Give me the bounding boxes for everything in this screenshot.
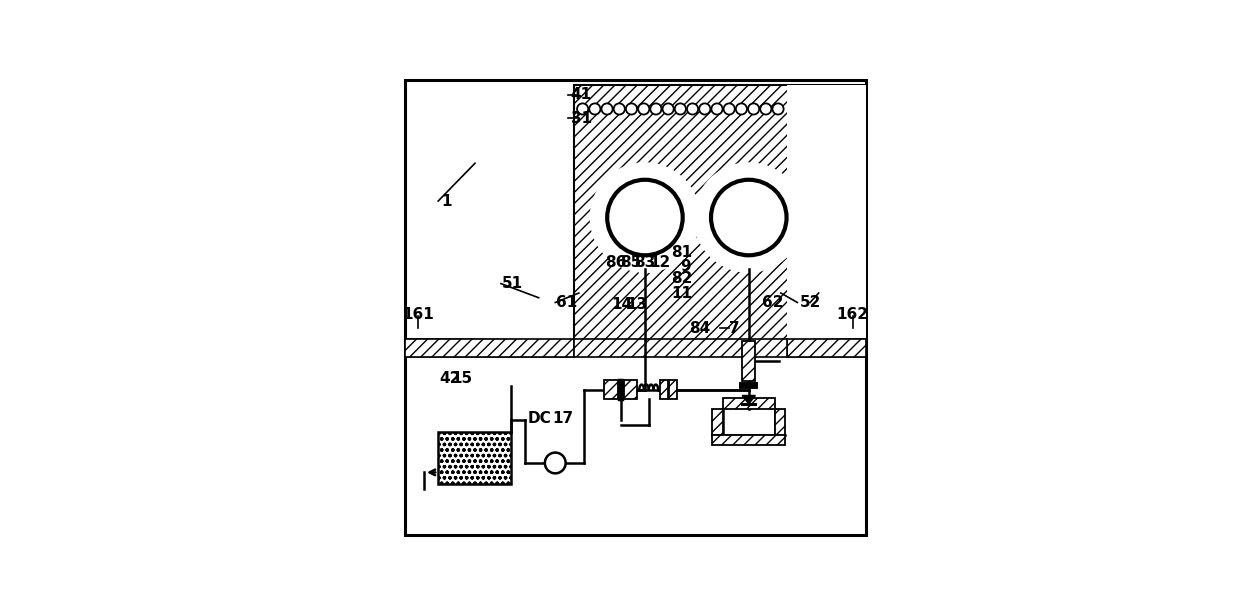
Text: 13: 13 (626, 297, 647, 313)
Text: 12: 12 (650, 255, 671, 270)
Text: 162: 162 (837, 306, 869, 322)
Text: 51: 51 (502, 276, 523, 291)
Bar (624, 380, 637, 399)
Text: 52: 52 (800, 295, 821, 310)
Circle shape (589, 104, 600, 115)
Text: 86: 86 (605, 255, 626, 270)
Text: 1: 1 (441, 194, 451, 208)
Circle shape (639, 104, 650, 115)
Bar (670, 380, 677, 399)
Circle shape (735, 104, 746, 115)
Circle shape (544, 452, 565, 473)
Text: 17: 17 (552, 411, 573, 425)
Bar (775, 409, 785, 435)
Bar (743, 341, 755, 381)
Bar (786, 339, 866, 357)
Text: 42: 42 (440, 370, 461, 386)
Circle shape (712, 104, 723, 115)
Text: 84: 84 (689, 321, 711, 336)
Bar (640, 265, 651, 273)
Circle shape (760, 104, 771, 115)
Text: 81: 81 (671, 245, 692, 261)
Text: DC: DC (527, 411, 551, 425)
Circle shape (687, 104, 698, 115)
Circle shape (675, 104, 686, 115)
Circle shape (662, 104, 673, 115)
Circle shape (748, 104, 759, 115)
Bar (660, 380, 667, 399)
Text: 11: 11 (671, 286, 692, 300)
Circle shape (773, 104, 784, 115)
Circle shape (694, 163, 804, 272)
Text: 161: 161 (403, 306, 434, 322)
Circle shape (577, 104, 588, 115)
Circle shape (626, 104, 637, 115)
Circle shape (614, 104, 625, 115)
Text: 82: 82 (671, 272, 692, 286)
Circle shape (724, 104, 735, 115)
Text: 61: 61 (557, 295, 578, 310)
Text: 14: 14 (611, 297, 632, 313)
Circle shape (601, 104, 613, 115)
Bar (574, 85, 866, 340)
Text: 31: 31 (570, 111, 591, 126)
Bar (713, 409, 723, 435)
Polygon shape (786, 339, 866, 357)
Circle shape (590, 163, 699, 272)
Text: 85: 85 (620, 255, 641, 270)
Text: 62: 62 (761, 295, 784, 310)
Circle shape (650, 104, 661, 115)
Polygon shape (743, 395, 755, 404)
Bar (604, 380, 618, 399)
Bar (723, 398, 775, 409)
Bar (743, 265, 754, 273)
Circle shape (699, 104, 711, 115)
Bar (574, 339, 786, 357)
Text: 15: 15 (451, 370, 472, 386)
Text: 83: 83 (635, 255, 656, 270)
Polygon shape (405, 339, 574, 357)
Bar (405, 339, 574, 357)
Text: 7: 7 (729, 321, 740, 336)
Text: 9: 9 (681, 259, 691, 273)
Bar (786, 85, 866, 340)
Bar (713, 435, 785, 445)
Bar (438, 432, 511, 484)
Text: 41: 41 (570, 87, 591, 102)
